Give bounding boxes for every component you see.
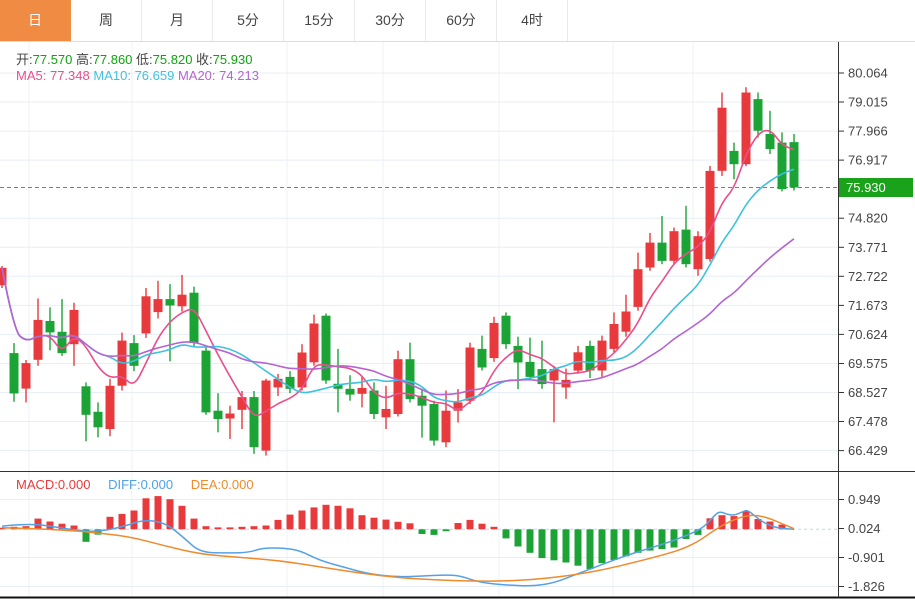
macd-gridlines bbox=[0, 499, 838, 587]
tab-period-7[interactable]: 4时 bbox=[497, 0, 568, 41]
svg-text:73.771: 73.771 bbox=[848, 240, 888, 255]
ma5-label: MA5: bbox=[16, 68, 47, 83]
svg-text:0.949: 0.949 bbox=[848, 492, 881, 507]
svg-text:-1.826: -1.826 bbox=[848, 579, 885, 594]
diff-label: DIFF: bbox=[108, 477, 141, 492]
price-gridlines bbox=[0, 72, 838, 452]
tab-period-2[interactable]: 月 bbox=[142, 0, 213, 41]
svg-text:67.478: 67.478 bbox=[848, 414, 888, 429]
diff-line bbox=[1, 509, 795, 587]
svg-text:69.575: 69.575 bbox=[848, 356, 888, 371]
high-label: 高: bbox=[76, 52, 93, 67]
macd-axis: 0.949 0.024 -0.901 -1.826 bbox=[838, 492, 885, 594]
ma20-label: MA20: bbox=[177, 68, 216, 83]
vertical-gridlines bbox=[28, 42, 694, 597]
close-label: 收: bbox=[196, 52, 213, 67]
ma10-label: MA10: bbox=[93, 68, 131, 83]
svg-text:70.624: 70.624 bbox=[848, 327, 888, 342]
tab-period-3[interactable]: 5分 bbox=[213, 0, 284, 41]
tab-period-0[interactable]: 日 bbox=[0, 0, 71, 41]
chart-frame bbox=[0, 42, 915, 599]
tab-period-1[interactable]: 周 bbox=[71, 0, 142, 41]
svg-text:72.722: 72.722 bbox=[848, 269, 888, 284]
dea-line bbox=[1, 514, 795, 582]
current-price-tag: 75.930 bbox=[839, 178, 913, 197]
dea-value: 0.000 bbox=[221, 477, 254, 492]
svg-text:77.966: 77.966 bbox=[848, 124, 888, 139]
ma5-value: 77.348 bbox=[49, 68, 90, 83]
tab-period-5[interactable]: 30分 bbox=[355, 0, 426, 41]
svg-text:0.024: 0.024 bbox=[848, 521, 881, 536]
ma20-line bbox=[1, 238, 795, 396]
high-value: 77.860 bbox=[92, 52, 133, 67]
price-axis: 80.064 79.015 77.966 76.917 74.820 73.771 72.7… bbox=[838, 66, 888, 458]
ma5-line bbox=[1, 129, 795, 417]
open-value: 77.570 bbox=[32, 52, 73, 67]
ma-legend-row: MA5: 77.348 MA10: 76.659 MA20: 74.213 bbox=[16, 68, 259, 83]
svg-text:76.917: 76.917 bbox=[848, 153, 888, 168]
low-label: 低: bbox=[136, 52, 153, 67]
low-value: 75.820 bbox=[152, 52, 193, 67]
svg-text:74.820: 74.820 bbox=[848, 211, 888, 226]
macd-value: 0.000 bbox=[57, 477, 91, 492]
svg-text:79.015: 79.015 bbox=[848, 95, 888, 110]
ohlc-info-row: 开:77.570 高:77.860 低:75.820 收:75.930 bbox=[16, 49, 252, 68]
svg-text:66.429: 66.429 bbox=[848, 443, 888, 458]
close-value: 75.930 bbox=[212, 52, 253, 67]
diff-value: 0.000 bbox=[140, 477, 174, 492]
open-label: 开: bbox=[16, 52, 33, 67]
svg-text:80.064: 80.064 bbox=[848, 66, 888, 81]
svg-text:71.673: 71.673 bbox=[848, 298, 888, 313]
macd-label: MACD: bbox=[16, 477, 58, 492]
period-tabbar: 日周月 5分 15分 30分 60分 4时 bbox=[0, 0, 915, 42]
tab-period-6[interactable]: 60分 bbox=[426, 0, 497, 41]
macd-legend-row: MACD:0.000 DIFF:0.000 DEA:0.000 bbox=[16, 477, 254, 492]
tab-period-4[interactable]: 15分 bbox=[284, 0, 355, 41]
svg-text:68.527: 68.527 bbox=[848, 385, 888, 400]
dea-label: DEA: bbox=[190, 477, 222, 492]
ma10-value: 76.659 bbox=[134, 68, 175, 83]
ma20-value: 74.213 bbox=[219, 68, 259, 83]
svg-text:-0.901: -0.901 bbox=[848, 550, 885, 565]
